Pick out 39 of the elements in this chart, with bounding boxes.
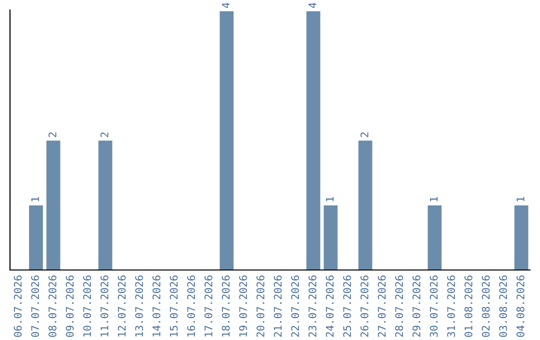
x-tick-label: 25.07.2026 — [343, 276, 352, 337]
x-tick-label: 27.07.2026 — [378, 276, 386, 337]
data-label: 1 — [430, 196, 438, 202]
x-tick-label: 20.07.2026 — [256, 276, 264, 337]
x-tick-label: 18.07.2026 — [222, 276, 230, 336]
x-tick-label: 07.07.2026 — [31, 276, 40, 337]
x-tick-label: 14.07.2026 — [152, 276, 160, 336]
x-tick-label: 13.07.2026 — [135, 276, 144, 336]
x-tick-label: 03.08.2026 — [499, 276, 508, 337]
x-tick-label: 11.07.2026 — [100, 276, 108, 336]
x-tick-label: 28.07.2026 — [395, 276, 404, 337]
x-tick-label: 29.07.2026 — [412, 276, 420, 337]
x-tick-label: 08.07.2026 — [48, 276, 56, 337]
x-tick-label: 24.07.2026 — [326, 276, 334, 337]
x-tick-label: 16.07.2026 — [187, 276, 196, 336]
x-tick-label: 10.07.2026 — [83, 276, 92, 336]
x-tick-label: 06.07.2026 — [14, 276, 22, 337]
x-tick-label: 09.07.2026 — [66, 276, 74, 337]
data-label: 2 — [360, 132, 368, 138]
x-tick-label: 12.07.2026 — [118, 276, 126, 336]
x-tick-label: 21.07.2026 — [274, 276, 282, 337]
data-label: 1 — [31, 196, 39, 202]
x-tick-label: 01.08.2026 — [464, 276, 472, 337]
data-label: 4 — [222, 2, 230, 8]
data-label: 4 — [308, 2, 316, 8]
data-label: 2 — [48, 132, 56, 138]
x-tick-label: 19.07.2026 — [239, 276, 248, 336]
data-label: 1 — [516, 196, 524, 202]
x-tick-label: 31.07.2026 — [447, 276, 456, 337]
x-tick-label: 15.07.2026 — [170, 276, 178, 336]
x-tick-label: 26.07.2026 — [360, 276, 368, 337]
x-tick-label: 22.07.2026 — [291, 276, 300, 337]
x-tick-label: 04.08.2026 — [516, 276, 524, 337]
data-label: 2 — [100, 132, 108, 138]
x-tick-label: 30.07.2026 — [430, 276, 438, 337]
x-tick-label: 23.07.2026 — [308, 276, 316, 337]
data-label: 1 — [326, 196, 334, 202]
x-tick-label: 17.07.2026 — [204, 276, 212, 336]
x-tick-label: 02.08.2026 — [482, 276, 490, 337]
